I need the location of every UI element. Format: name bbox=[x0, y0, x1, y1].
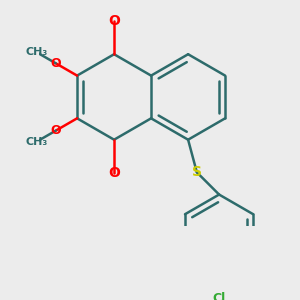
Text: S: S bbox=[192, 165, 202, 179]
Text: O: O bbox=[50, 57, 61, 70]
Text: Cl: Cl bbox=[212, 292, 226, 300]
Text: O: O bbox=[50, 124, 61, 137]
Text: O: O bbox=[108, 14, 120, 28]
Text: CH₃: CH₃ bbox=[25, 137, 47, 147]
Text: O: O bbox=[108, 167, 120, 180]
Text: CH₃: CH₃ bbox=[25, 47, 47, 57]
